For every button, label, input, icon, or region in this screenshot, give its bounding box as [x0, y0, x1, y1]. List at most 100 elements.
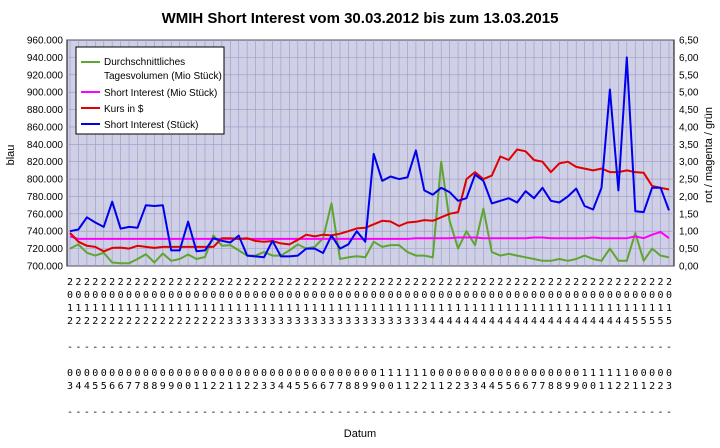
- x-tick-char: -: [472, 407, 478, 418]
- x-tick-char: -: [624, 342, 630, 353]
- x-tick-char: -: [556, 342, 562, 353]
- x-tick-char: 1: [388, 368, 394, 379]
- x-tick-char: 4: [506, 316, 512, 327]
- x-tick-char: 3: [362, 316, 368, 327]
- x-tick-char: 0: [464, 368, 470, 379]
- x-tick-char: -: [236, 407, 242, 418]
- x-tick-char: 0: [210, 368, 216, 379]
- x-tick-char: 3: [371, 316, 377, 327]
- x-tick-char: -: [658, 342, 664, 353]
- y-tick-right: 4,00: [679, 122, 699, 133]
- x-tick-char: -: [109, 342, 115, 353]
- x-tick-char: 2: [126, 316, 132, 327]
- x-tick-char: -: [269, 407, 275, 418]
- y-tick-right: 2,50: [679, 175, 699, 186]
- y-tick-left: 820.000: [27, 157, 64, 168]
- x-tick-char: 0: [497, 368, 503, 379]
- x-tick-char: 0: [531, 368, 537, 379]
- x-tick-char: -: [227, 342, 233, 353]
- y-tick-right: 0,00: [679, 262, 699, 273]
- x-tick-char: 4: [598, 316, 604, 327]
- x-tick-char: 0: [160, 290, 166, 301]
- legend: Durchschnittliches Tagesvolumen (Mio Stü…: [75, 46, 225, 135]
- x-tick-char: -: [219, 342, 225, 353]
- x-tick-char: -: [539, 342, 545, 353]
- x-tick-char: 0: [489, 368, 495, 379]
- x-tick-char: 4: [607, 316, 613, 327]
- x-tick-char: 0: [607, 290, 613, 301]
- x-tick-char: 1: [185, 303, 191, 314]
- x-tick-char: 1: [658, 303, 664, 314]
- x-tick-char: 0: [143, 290, 149, 301]
- x-tick-char: 0: [151, 368, 157, 379]
- x-tick-char: -: [253, 342, 259, 353]
- x-tick-char: 0: [354, 368, 360, 379]
- x-tick-char: 0: [185, 368, 191, 379]
- x-tick-char: -: [261, 342, 267, 353]
- y-tick-left: 940.000: [27, 53, 64, 64]
- x-tick-char: 4: [480, 381, 486, 392]
- x-tick-char: 0: [345, 368, 351, 379]
- x-tick-char: 1: [151, 303, 157, 314]
- x-tick-char: 2: [615, 277, 621, 288]
- x-tick-char: 1: [421, 303, 427, 314]
- x-tick-char: -: [582, 342, 588, 353]
- x-tick-char: -: [371, 342, 377, 353]
- x-tick-char: 0: [539, 290, 545, 301]
- x-tick-char: 4: [548, 316, 554, 327]
- x-tick-char: 1: [582, 368, 588, 379]
- x-tick-char: -: [388, 407, 394, 418]
- x-tick-char: 1: [236, 303, 242, 314]
- legend-label-si-stueck: Short Interest (Stück): [104, 120, 198, 131]
- x-tick-char: -: [362, 407, 368, 418]
- x-tick-char: 0: [598, 290, 604, 301]
- x-tick-char: 2: [438, 277, 444, 288]
- x-tick-char: 2: [84, 277, 90, 288]
- y-tick-right: 6,50: [679, 36, 699, 47]
- x-tick-char: 0: [337, 368, 343, 379]
- x-tick-char: -: [244, 342, 250, 353]
- x-tick-char: 0: [497, 290, 503, 301]
- x-tick-char: 0: [523, 368, 529, 379]
- x-tick-char: -: [101, 342, 107, 353]
- x-tick-char: 2: [624, 381, 630, 392]
- x-tick-char: 0: [362, 368, 368, 379]
- x-tick-char: 2: [354, 277, 360, 288]
- x-tick-char: -: [666, 342, 672, 353]
- y-tick-left: 880.000: [27, 105, 64, 116]
- x-tick-char: -: [185, 407, 191, 418]
- x-tick-char: 0: [455, 290, 461, 301]
- x-tick-char: 0: [666, 290, 672, 301]
- x-tick-char: 0: [388, 381, 394, 392]
- x-tick-char: 5: [101, 381, 107, 392]
- x-tick-char: -: [118, 407, 124, 418]
- x-tick-char: 0: [472, 290, 478, 301]
- x-tick-char: 2: [219, 381, 225, 392]
- x-tick-char: -: [67, 407, 73, 418]
- x-tick-char: 0: [489, 290, 495, 301]
- x-tick-char: -: [253, 407, 259, 418]
- x-tick-char: -: [514, 342, 520, 353]
- x-tick-char: 8: [548, 381, 554, 392]
- chart-title: WMIH Short Interest vom 30.03.2012 bis z…: [162, 10, 559, 27]
- x-tick-char: 1: [514, 303, 520, 314]
- x-tick-char: -: [464, 342, 470, 353]
- x-tick-char: -: [261, 407, 267, 418]
- series-line-3: [69, 56, 670, 259]
- x-tick-char: -: [455, 342, 461, 353]
- x-tick-char: 0: [227, 368, 233, 379]
- x-tick-char: 1: [219, 303, 225, 314]
- x-tick-char: -: [615, 407, 621, 418]
- x-tick-char: 1: [565, 303, 571, 314]
- x-tick-char: 0: [134, 290, 140, 301]
- x-axis-label: Datum: [344, 428, 376, 440]
- x-tick-char: 0: [582, 290, 588, 301]
- x-tick-char: -: [75, 407, 81, 418]
- x-tick-char: 0: [658, 290, 664, 301]
- x-tick-char: 3: [379, 316, 385, 327]
- x-tick-char: 0: [269, 290, 275, 301]
- x-tick-char: 0: [67, 290, 73, 301]
- x-tick-char: 0: [92, 368, 98, 379]
- x-tick-char: 5: [632, 316, 638, 327]
- x-tick-char: 0: [641, 368, 647, 379]
